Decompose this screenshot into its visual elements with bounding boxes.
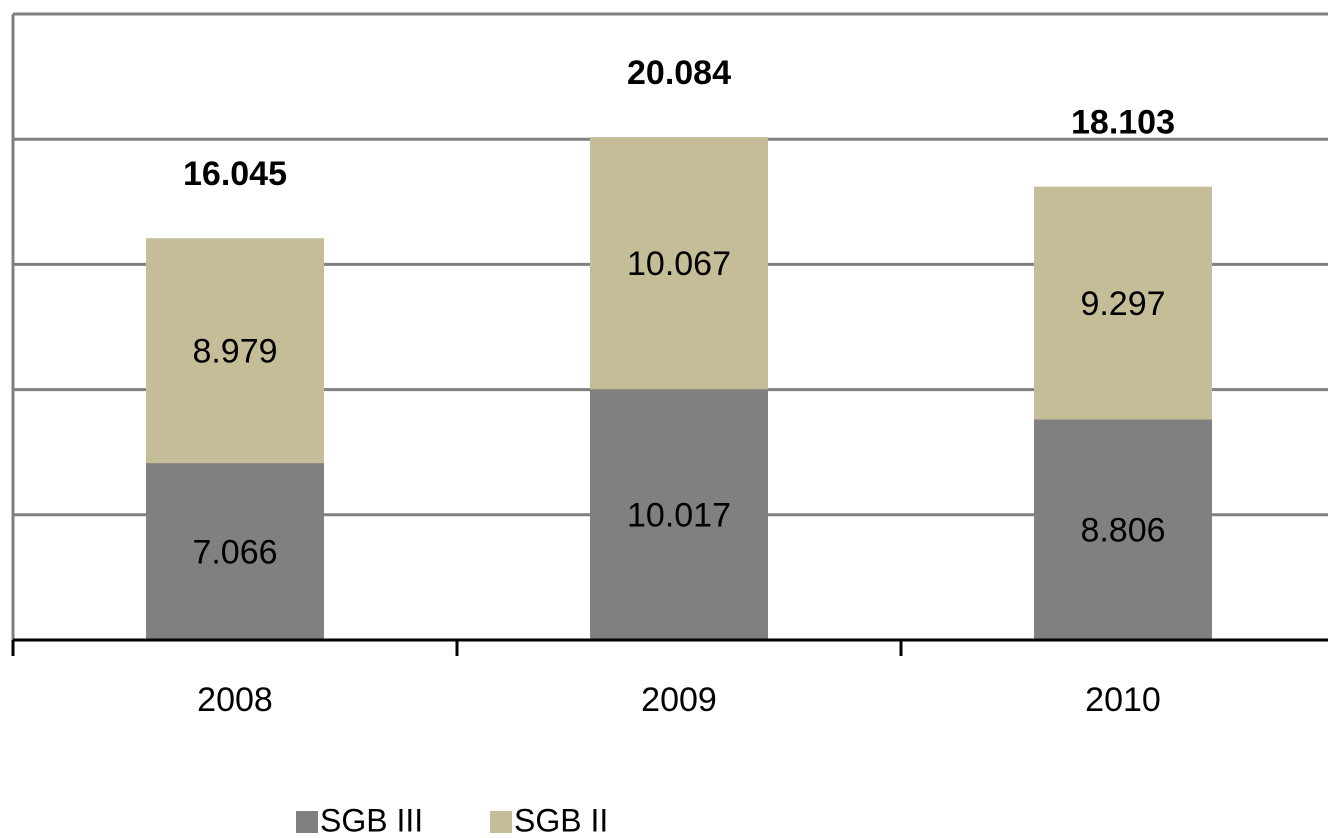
value-label: 8.806: [1080, 512, 1165, 550]
legend-swatch: [490, 811, 512, 833]
x-tick-label: 2010: [1085, 681, 1161, 719]
total-label: 18.103: [1071, 104, 1175, 142]
total-label: 16.045: [183, 155, 287, 193]
bar-segment: [146, 238, 324, 464]
legend-label: SGB III: [320, 802, 423, 838]
bar-segment: [590, 137, 768, 390]
legend-label: SGB II: [514, 802, 608, 838]
total-label: 20.084: [627, 54, 731, 92]
bar-segment: [590, 389, 768, 640]
bar-segment: [1034, 186, 1212, 420]
x-tick-label: 2009: [641, 681, 717, 719]
bar-segment: [146, 463, 324, 640]
value-label: 8.979: [192, 333, 277, 371]
value-label: 10.067: [627, 245, 731, 283]
value-label: 10.017: [627, 497, 731, 535]
x-tick-label: 2008: [197, 681, 273, 719]
value-label: 9.297: [1080, 285, 1165, 323]
legend-swatch: [296, 811, 318, 833]
value-label: 7.066: [192, 534, 277, 572]
bar-segment: [1034, 419, 1212, 640]
